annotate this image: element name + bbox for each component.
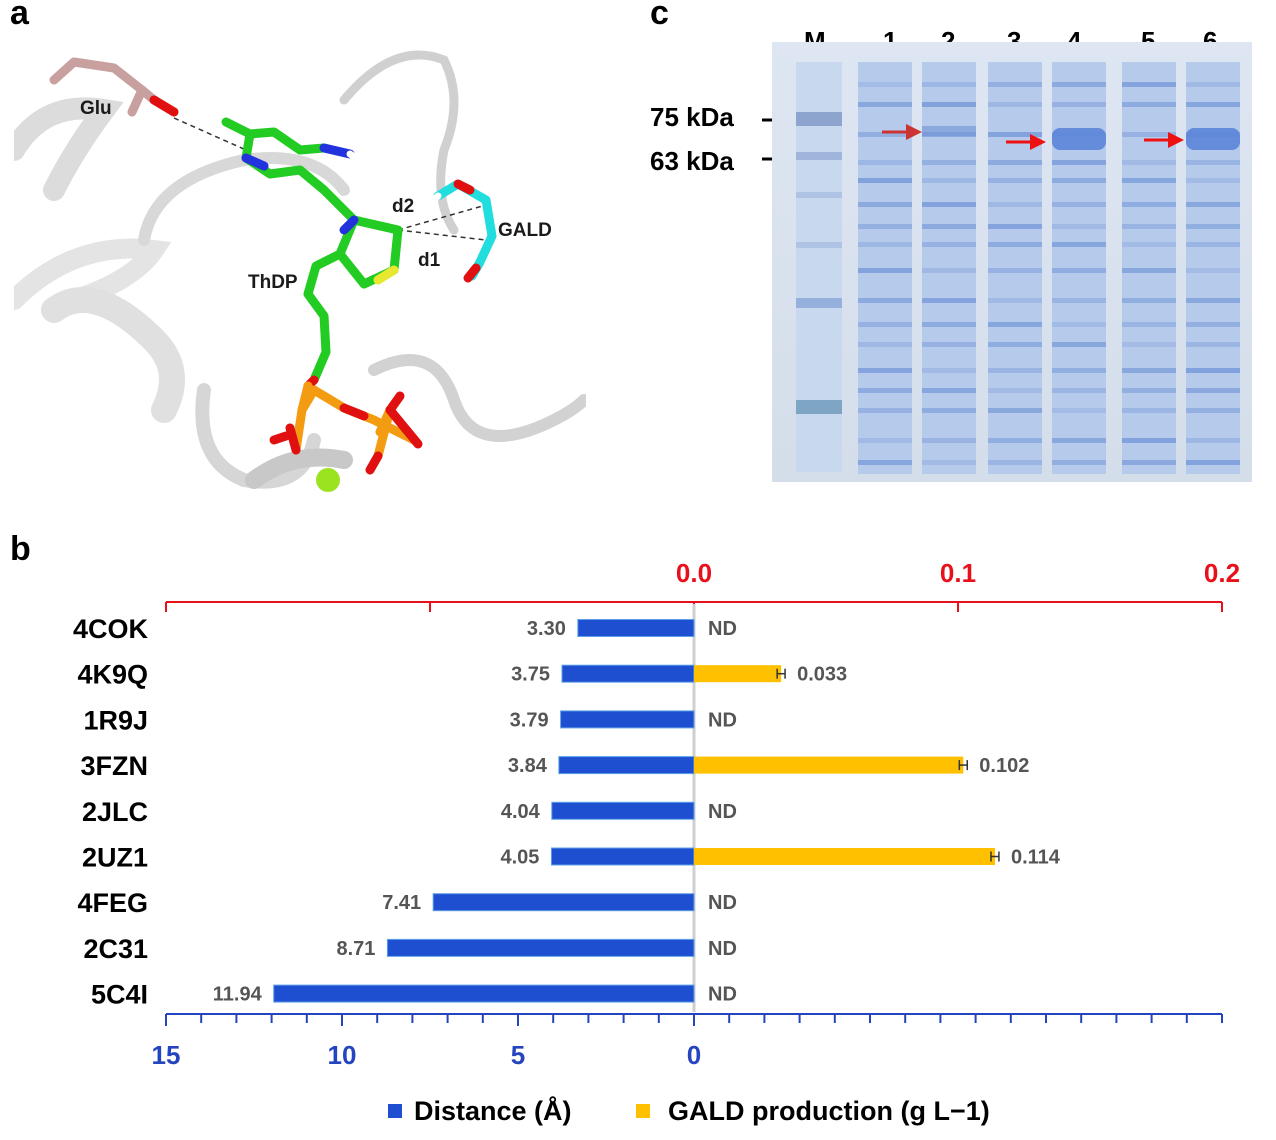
distance-value-label: 8.71 bbox=[336, 938, 375, 960]
gel-lane-5 bbox=[1122, 62, 1176, 474]
gel-arrow-lane-6 bbox=[1144, 132, 1184, 148]
row-1r9j: 1R9J 3.79 ND bbox=[83, 705, 736, 735]
marker-label-63kda: 63 kDa bbox=[650, 146, 734, 176]
label-gald: GALD bbox=[498, 220, 552, 241]
row-2uz1: 2UZ1 4.05 0.114 bbox=[82, 843, 1061, 873]
gald-production-bar bbox=[694, 848, 995, 865]
bottom-axis-tick-label: 15 bbox=[152, 1040, 181, 1070]
distance-value-label: 3.30 bbox=[527, 618, 566, 640]
top-axis-tick-label: 0.2 bbox=[1204, 558, 1240, 588]
gel-lane-2 bbox=[922, 62, 976, 474]
gel-lane-1 bbox=[858, 62, 912, 474]
distance-value-label: 4.05 bbox=[501, 847, 540, 869]
row-4feg: 4FEG 7.41 ND bbox=[77, 888, 736, 918]
bottom-axis-tick-label: 10 bbox=[328, 1040, 357, 1070]
row-4cok: 4COK 3.30 ND bbox=[73, 614, 737, 644]
top-axis-tick-label: 0.1 bbox=[940, 558, 976, 588]
gald-not-detected-label: ND bbox=[708, 801, 737, 823]
distance-bar bbox=[386, 938, 695, 957]
magnesium-ion bbox=[316, 468, 340, 492]
distance-bar bbox=[558, 756, 695, 775]
legend: Distance (Å) GALD production (g L−1) bbox=[388, 1095, 990, 1126]
gald-value-label: 0.102 bbox=[979, 755, 1029, 777]
gel-arrow-lane-2 bbox=[882, 124, 922, 140]
gel-lane-3 bbox=[988, 62, 1042, 474]
distance-bar bbox=[551, 801, 695, 820]
gald-not-detected-label: ND bbox=[708, 618, 737, 640]
sds-page-gel bbox=[772, 42, 1252, 482]
gald-value-label: 0.033 bbox=[797, 664, 847, 686]
legend-swatch-distance bbox=[388, 1104, 402, 1118]
distance-value-label: 3.75 bbox=[511, 664, 550, 686]
legend-label-gald: GALD production (g L−1) bbox=[668, 1096, 990, 1126]
label-glu: Glu bbox=[80, 98, 112, 119]
category-label: 3FZN bbox=[81, 751, 149, 781]
distance-value-label: 3.84 bbox=[508, 755, 548, 777]
row-2c31: 2C31 8.71 ND bbox=[83, 934, 736, 964]
gald-not-detected-label: ND bbox=[708, 984, 737, 1006]
row-4k9q: 4K9Q 3.75 0.033 bbox=[77, 660, 847, 690]
distance-value-label: 11.94 bbox=[213, 984, 263, 1006]
gel-image bbox=[772, 42, 1252, 482]
legend-swatch-gald bbox=[636, 1104, 650, 1118]
bottom-axis: 15 10 5 0 bbox=[152, 1013, 1223, 1070]
category-label: 4FEG bbox=[77, 888, 148, 918]
gel-arrow-lane-4 bbox=[1006, 134, 1046, 150]
distance-bar bbox=[550, 847, 695, 866]
gald-molecule bbox=[428, 179, 497, 283]
gald-not-detected-label: ND bbox=[708, 709, 737, 731]
gald-value-label: 0.114 bbox=[1011, 847, 1061, 869]
error-bar bbox=[776, 668, 786, 679]
error-bar bbox=[990, 851, 1000, 862]
category-label: 2UZ1 bbox=[82, 843, 148, 873]
gel-lane-4 bbox=[1052, 62, 1106, 474]
label-d2: d2 bbox=[392, 196, 414, 217]
molecular-structure-panel: Glu d2 GALD d1 ThDP bbox=[3, 40, 590, 500]
distance-lines bbox=[173, 117, 487, 241]
distance-value-label: 4.04 bbox=[501, 801, 541, 823]
gel-lane-6 bbox=[1186, 62, 1240, 474]
category-label: 2JLC bbox=[82, 797, 148, 827]
category-label: 2C31 bbox=[83, 934, 148, 964]
panel-letter-c: c bbox=[650, 0, 669, 32]
gald-not-detected-label: ND bbox=[708, 938, 737, 960]
glu-residue bbox=[49, 57, 179, 117]
row-5c4i: 5C4I 11.94 ND bbox=[91, 980, 737, 1010]
distance-bar bbox=[577, 619, 695, 637]
error-bar bbox=[958, 760, 968, 771]
panel-letter-b: b bbox=[10, 530, 31, 568]
distance-value-label: 7.41 bbox=[382, 892, 421, 914]
gel-lane-m bbox=[796, 62, 842, 472]
molecular-structure-illustration: Glu d2 GALD d1 ThDP bbox=[3, 50, 590, 492]
gald-not-detected-label: ND bbox=[708, 892, 737, 914]
distance-bar bbox=[432, 893, 695, 912]
gald-production-bar bbox=[694, 756, 964, 774]
category-label: 1R9J bbox=[83, 705, 148, 735]
panel-letter-a: a bbox=[10, 0, 29, 32]
category-label: 4COK bbox=[73, 614, 149, 644]
gel-sample-lanes bbox=[858, 62, 1240, 474]
distance-value-label: 3.79 bbox=[510, 709, 549, 731]
distance-bar bbox=[561, 664, 695, 683]
bars: 4COK 3.30 ND 4K9Q 3.75 0.033 1R9J 3.79 ND 3FZN 3.8… bbox=[73, 614, 1061, 1010]
row-2jlc: 2JLC 4.04 ND bbox=[82, 797, 737, 827]
legend-label-distance: Distance (Å) bbox=[414, 1095, 572, 1126]
marker-label-75kda: 75 kDa bbox=[650, 102, 734, 132]
row-3fzn: 3FZN 3.84 0.102 bbox=[81, 751, 1030, 781]
top-axis-tick-label: 0.0 bbox=[676, 558, 712, 588]
distance-gald-bar-chart: 0.0 0.1 0.2 15 10 5 0 4COK 3.30 ND 4K9Q 3.75 0.033… bbox=[73, 558, 1240, 1126]
thdp-molecule bbox=[221, 117, 423, 475]
top-axis: 0.0 0.1 0.2 bbox=[165, 558, 1240, 612]
bottom-axis-tick-label: 0 bbox=[687, 1040, 701, 1070]
distance-bar bbox=[273, 984, 695, 1003]
bottom-axis-tick-label: 5 bbox=[511, 1040, 525, 1070]
category-label: 4K9Q bbox=[77, 660, 148, 690]
label-thdp: ThDP bbox=[248, 272, 298, 293]
category-label: 5C4I bbox=[91, 980, 148, 1010]
distance-bar bbox=[560, 710, 695, 729]
gald-production-bar bbox=[694, 665, 782, 683]
label-d1: d1 bbox=[418, 250, 441, 271]
